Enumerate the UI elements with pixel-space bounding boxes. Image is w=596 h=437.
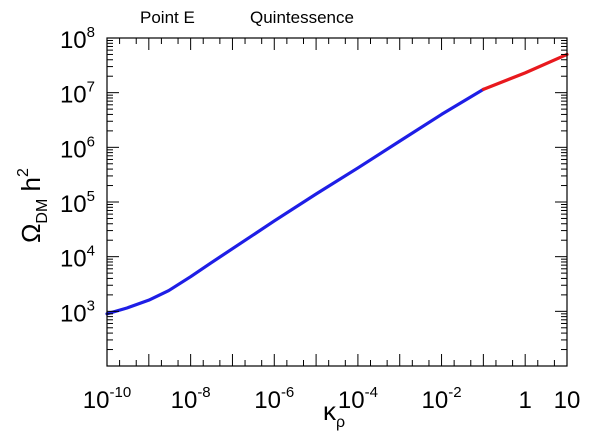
x-tick-labels: 10-10 10-8 10-6 10-4 10-2 1 10 (83, 384, 581, 414)
x-tick-label: 10-4 (338, 384, 378, 414)
y-axis-subscript: DM (34, 199, 51, 224)
y-tick-label: 107 (60, 79, 95, 109)
y-axis-superscript: 2 (15, 168, 32, 177)
x-axis-title: κρ (323, 396, 345, 431)
x-axis-symbol: κ (323, 396, 337, 426)
x-tick-label: 10-10 (83, 384, 131, 414)
series-line-2 (481, 52, 569, 91)
tick-layer (106, 37, 568, 367)
plot-frame (106, 37, 568, 367)
x-tick-label: 1 (519, 387, 532, 414)
x-tick-label: 10-8 (171, 384, 211, 414)
y-tick-labels: 103 104 105 106 107 108 (60, 24, 95, 327)
series-line-1 (105, 87, 485, 316)
y-tick-label: 106 (60, 133, 95, 163)
y-axis-suffix: h (16, 177, 46, 199)
y-axis-title: ΩDM h2 (15, 168, 51, 243)
series-layer (105, 52, 569, 316)
point-label: Point E (140, 8, 195, 27)
y-tick-label: 105 (60, 188, 95, 218)
x-tick-label: 10-2 (422, 384, 462, 414)
y-tick-label: 104 (60, 243, 95, 273)
model-label: Quintessence (250, 8, 354, 27)
y-tick-label: 108 (60, 24, 95, 54)
x-tick-label: 10-6 (254, 384, 294, 414)
x-axis-subscript: ρ (336, 414, 345, 431)
y-axis-symbol: Ω (16, 224, 46, 243)
x-tick-label: 10 (554, 387, 581, 414)
y-tick-label: 103 (60, 297, 95, 327)
